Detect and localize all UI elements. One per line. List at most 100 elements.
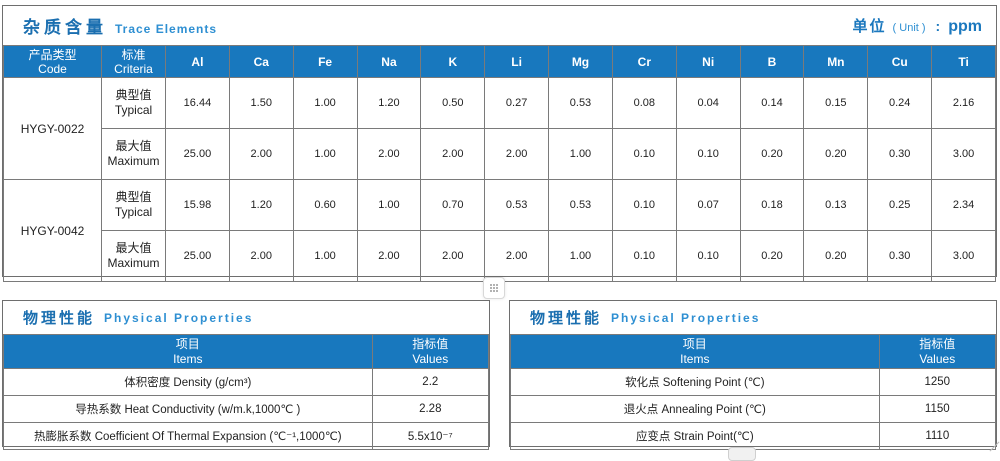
physical-properties-table-left: 项目 Items 指标值 Values 体积密度 Density (g/cm³)… [3, 334, 490, 450]
items-header-cn: 项目 [175, 336, 200, 351]
unit-label-cn: 单位 [852, 18, 887, 35]
value-cell: 0.08 [611, 77, 677, 129]
table-row: 体积密度 Density (g/cm³) 2.2 [3, 368, 490, 396]
value-cell: 0.50 [420, 77, 486, 129]
column-header-criteria-cn: 标准 [121, 47, 146, 62]
items-header-en: Items [680, 351, 710, 366]
value-cell: 25.00 [165, 230, 230, 282]
unit-colon: : [935, 18, 941, 34]
value-cell: 0.53 [548, 179, 613, 231]
value-cell: 0.20 [803, 230, 869, 282]
column-header-code: 产品类型 Code [3, 45, 102, 78]
value-cell: 0.10 [611, 128, 677, 180]
element-column-header: Al [165, 45, 230, 78]
value-cell: 1.00 [548, 128, 613, 180]
element-column-header: K [420, 45, 486, 78]
value-cell: 2.28 [371, 395, 490, 423]
element-column-header: Mn [803, 45, 869, 78]
phys-left-title-en: Physical Properties [104, 310, 254, 325]
criteria-label-cn: 最大值 [115, 139, 152, 153]
unit-label-en: ( Unit ) [892, 22, 926, 34]
value-cell: 0.20 [803, 128, 869, 180]
element-column-header: Fe [292, 45, 358, 78]
table-row: 应变点 Strain Point(℃) 1110 [510, 422, 997, 450]
trace-title: 杂质含量 Trace Elements [23, 13, 217, 38]
value-cell: 1.20 [228, 179, 294, 231]
value-cell: 5.5x10⁻⁷ [371, 422, 490, 450]
value-cell: 0.27 [484, 77, 550, 129]
table-row: 最大值 Maximum 25.00 2.00 1.00 2.00 2.00 2.00 1.00 0… [4, 128, 996, 180]
criteria-label-en: Typical [114, 205, 153, 219]
trace-header-row: 产品类型 Code 标准 Criteria Al Ca Fe Na K Li Mg Cr Ni B… [3, 45, 996, 78]
element-column-header: Ti [931, 45, 996, 78]
criteria-cell: 典型值 Typical [101, 179, 166, 231]
values-header-cn: 指标值 [919, 336, 956, 351]
element-column-header: Cu [867, 45, 933, 78]
value-cell: 1.50 [228, 77, 294, 129]
product-code-cell: HYGY-0042 [3, 179, 102, 282]
phys-right-title-en: Physical Properties [611, 310, 761, 325]
value-cell: 0.20 [739, 128, 805, 180]
element-column-header: Ca [228, 45, 294, 78]
element-column-header: Li [484, 45, 550, 78]
table-row: 软化点 Softening Point (℃) 1250 [510, 368, 997, 396]
value-cell: 0.10 [611, 179, 677, 231]
value-cell: 0.10 [611, 230, 677, 282]
value-cell: 2.00 [484, 230, 550, 282]
value-cell: 2.16 [931, 77, 996, 129]
values-header-cn: 指标值 [412, 336, 449, 351]
items-header-cn: 项目 [682, 336, 707, 351]
value-cell: 0.30 [867, 230, 933, 282]
value-cell: 1.00 [356, 179, 422, 231]
trace-elements-table: 产品类型 Code 标准 Criteria Al Ca Fe Na K Li Mg Cr Ni B… [3, 45, 996, 282]
item-cell: 导热系数 Heat Conductivity (w/m.k,1000℃ ) [3, 395, 373, 423]
trace-title-row: 杂质含量 Trace Elements 单位 ( Unit ) : ppm [3, 6, 996, 45]
table-row: 导热系数 Heat Conductivity (w/m.k,1000℃ ) 2.2… [3, 395, 490, 423]
physical-properties-table-right: 项目 Items 指标值 Values 软化点 Softening Point … [510, 334, 997, 450]
items-column-header: 项目 Items [3, 334, 373, 369]
column-header-criteria-en: Criteria [114, 61, 153, 76]
element-column-header: Cr [611, 45, 677, 78]
value-cell: 3.00 [931, 128, 996, 180]
values-header-en: Values [412, 351, 449, 366]
value-cell: 0.10 [675, 128, 741, 180]
value-cell: 0.13 [803, 179, 869, 231]
value-cell: 1.20 [356, 77, 422, 129]
value-cell: 25.00 [165, 128, 230, 180]
value-cell: 0.14 [739, 77, 805, 129]
value-cell: 0.04 [675, 77, 741, 129]
item-cell: 热膨胀系数 Coefficient Of Thermal Expansion (… [3, 422, 373, 450]
trace-elements-panel: 杂质含量 Trace Elements 单位 ( Unit ) : ppm 产品… [2, 5, 997, 282]
criteria-cell: 典型值 Typical [101, 77, 166, 129]
value-cell: 0.10 [675, 230, 741, 282]
bottom-drag-handle[interactable] [728, 447, 756, 461]
element-column-header: Mg [548, 45, 613, 78]
value-cell: 0.53 [484, 179, 550, 231]
values-column-header: 指标值 Values [371, 334, 490, 369]
value-cell: 1250 [878, 368, 997, 396]
values-column-header: 指标值 Values [878, 334, 997, 369]
phys-right-header-row: 项目 Items 指标值 Values [510, 334, 997, 369]
grid-dots-icon [489, 283, 499, 293]
criteria-label-en: Typical [114, 103, 153, 117]
value-cell: 0.20 [739, 230, 805, 282]
column-header-code-cn: 产品类型 [28, 47, 77, 62]
table-drag-handle[interactable] [483, 277, 505, 299]
value-cell: 1110 [878, 422, 997, 450]
value-cell: 0.30 [867, 128, 933, 180]
value-cell: 0.15 [803, 77, 869, 129]
item-cell: 应变点 Strain Point(℃) [510, 422, 880, 450]
table-row: 最大值 Maximum 25.00 2.00 1.00 2.00 2.00 2.00 1.00 0… [4, 230, 996, 282]
value-cell: 0.18 [739, 179, 805, 231]
unit-label: 单位 ( Unit ) : ppm [853, 15, 982, 36]
value-cell: 1150 [878, 395, 997, 423]
criteria-label-cn: 最大值 [115, 241, 152, 255]
value-cell: 0.53 [548, 77, 613, 129]
value-cell: 2.2 [371, 368, 490, 396]
value-cell: 1.00 [292, 128, 358, 180]
value-cell: 2.00 [228, 230, 294, 282]
value-cell: 16.44 [165, 77, 230, 129]
table-row: 热膨胀系数 Coefficient Of Thermal Expansion (… [3, 422, 490, 450]
value-cell: 1.00 [292, 230, 358, 282]
value-cell: 1.00 [292, 77, 358, 129]
